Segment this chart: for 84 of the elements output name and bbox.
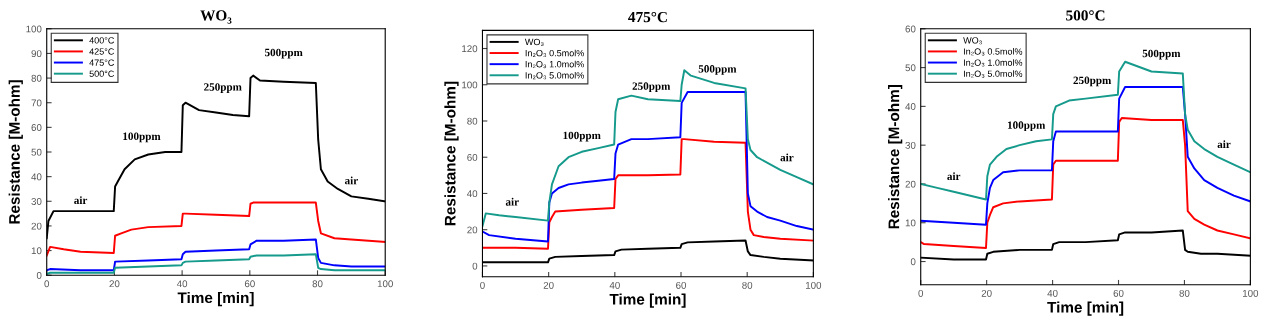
- x-tick-label: 20: [109, 280, 120, 288]
- legend-label: In₂O₃ 5.0mol%: [963, 70, 1023, 78]
- x-tick-label: 40: [1047, 289, 1058, 297]
- legend-label: WO₃: [524, 38, 544, 46]
- y-tick-label: 0: [472, 262, 478, 270]
- y-tick-label: 0: [36, 271, 42, 279]
- y-tick-label: 70: [31, 99, 42, 107]
- x-tick-label: 60: [676, 281, 687, 289]
- annotation: air: [780, 153, 794, 162]
- annotation: 250ppm: [1073, 76, 1112, 87]
- x-tick-label: 0: [44, 280, 50, 288]
- annotation: 100ppm: [123, 132, 161, 143]
- legend-label: 425°C: [89, 48, 115, 55]
- legend-label: In₂O₃ 0.5mol%: [963, 48, 1023, 56]
- x-tick-label: 100: [1243, 289, 1259, 297]
- y-tick-label: 0: [910, 258, 916, 266]
- y-axis-title: Resistance [M-ohm]: [8, 80, 23, 224]
- y-tick-label: 80: [467, 117, 478, 125]
- annotation: air: [947, 172, 961, 181]
- line-series: [46, 238, 386, 272]
- y-tick-label: 50: [31, 148, 42, 156]
- annotation: air: [1217, 140, 1231, 149]
- annotation: air: [74, 196, 88, 205]
- x-tick-label: 100: [377, 280, 393, 288]
- line-series: [920, 60, 1251, 201]
- x-axis-title: Time [min]: [177, 291, 254, 307]
- y-tick-label: 30: [905, 141, 916, 149]
- x-tick-label: 80: [1179, 289, 1190, 297]
- chart-title: WO₃: [200, 10, 232, 24]
- legend-label: 475°C: [89, 59, 115, 66]
- y-tick-label: 120: [462, 45, 478, 53]
- y-tick-label: 10: [905, 219, 916, 227]
- y-tick-label: 100: [26, 25, 42, 33]
- legend-label: WO₃: [963, 37, 982, 45]
- y-tick-label: 40: [467, 190, 478, 198]
- legend-label: 400°C: [89, 37, 115, 44]
- y-axis-title: Resistance [M-ohm]: [444, 81, 459, 226]
- y-tick-label: 50: [905, 64, 916, 72]
- line-series: [920, 117, 1251, 249]
- y-axis-title: Resistance [M-ohm]: [888, 85, 903, 229]
- legend-label: 500°C: [89, 70, 115, 77]
- x-tick-label: 80: [742, 281, 753, 289]
- x-tick-label: 20: [543, 281, 554, 289]
- y-tick-label: 90: [31, 50, 42, 58]
- annotation: 500ppm: [698, 65, 737, 75]
- annotation: 500ppm: [264, 48, 303, 59]
- x-tick-label: 80: [312, 280, 323, 288]
- annotation: 500ppm: [1142, 49, 1181, 60]
- annotation: 250ppm: [204, 83, 242, 93]
- line-series: [482, 91, 814, 243]
- legend-label: In₂O₃ 1.0mol%: [525, 60, 584, 69]
- x-tick-label: 0: [480, 281, 485, 289]
- y-tick-label: 10: [31, 247, 42, 255]
- y-tick-label: 100: [462, 81, 478, 89]
- y-tick-label: 60: [467, 153, 478, 161]
- x-tick-label: 20: [981, 289, 992, 297]
- annotation: air: [344, 176, 358, 185]
- y-tick-label: 80: [31, 74, 42, 82]
- chart-title: 500°C: [1066, 10, 1105, 21]
- x-tick-label: 40: [609, 281, 620, 289]
- x-tick-label: 60: [1113, 289, 1124, 297]
- x-tick-label: 40: [176, 280, 188, 288]
- y-tick-label: 20: [467, 226, 478, 234]
- x-tick-label: 100: [806, 281, 822, 289]
- legend-label: In₂O₃ 1.0mol%: [963, 59, 1023, 67]
- y-tick-label: 60: [905, 25, 916, 33]
- annotation: 100ppm: [1007, 121, 1046, 132]
- y-tick-label: 40: [905, 103, 916, 110]
- y-tick-label: 30: [31, 198, 42, 205]
- annotation: 100ppm: [563, 131, 601, 142]
- x-axis-title: Time [min]: [609, 293, 686, 308]
- annotation: air: [505, 197, 519, 206]
- y-tick-label: 60: [31, 124, 42, 131]
- y-tick-label: 20: [905, 180, 916, 188]
- x-tick-label: 60: [244, 280, 255, 288]
- legend-label: In₂O₃ 0.5mol%: [525, 49, 584, 58]
- y-tick-label: 20: [31, 222, 42, 230]
- x-tick-label: 0: [918, 289, 924, 297]
- legend-label: In₂O₃ 5.0mol%: [525, 71, 584, 80]
- y-tick-label: 40: [31, 173, 42, 181]
- line-series: [920, 86, 1251, 226]
- annotation: 250ppm: [632, 82, 671, 93]
- chart-title: 475°C: [628, 11, 667, 23]
- x-axis-title: Time [min]: [1047, 301, 1124, 316]
